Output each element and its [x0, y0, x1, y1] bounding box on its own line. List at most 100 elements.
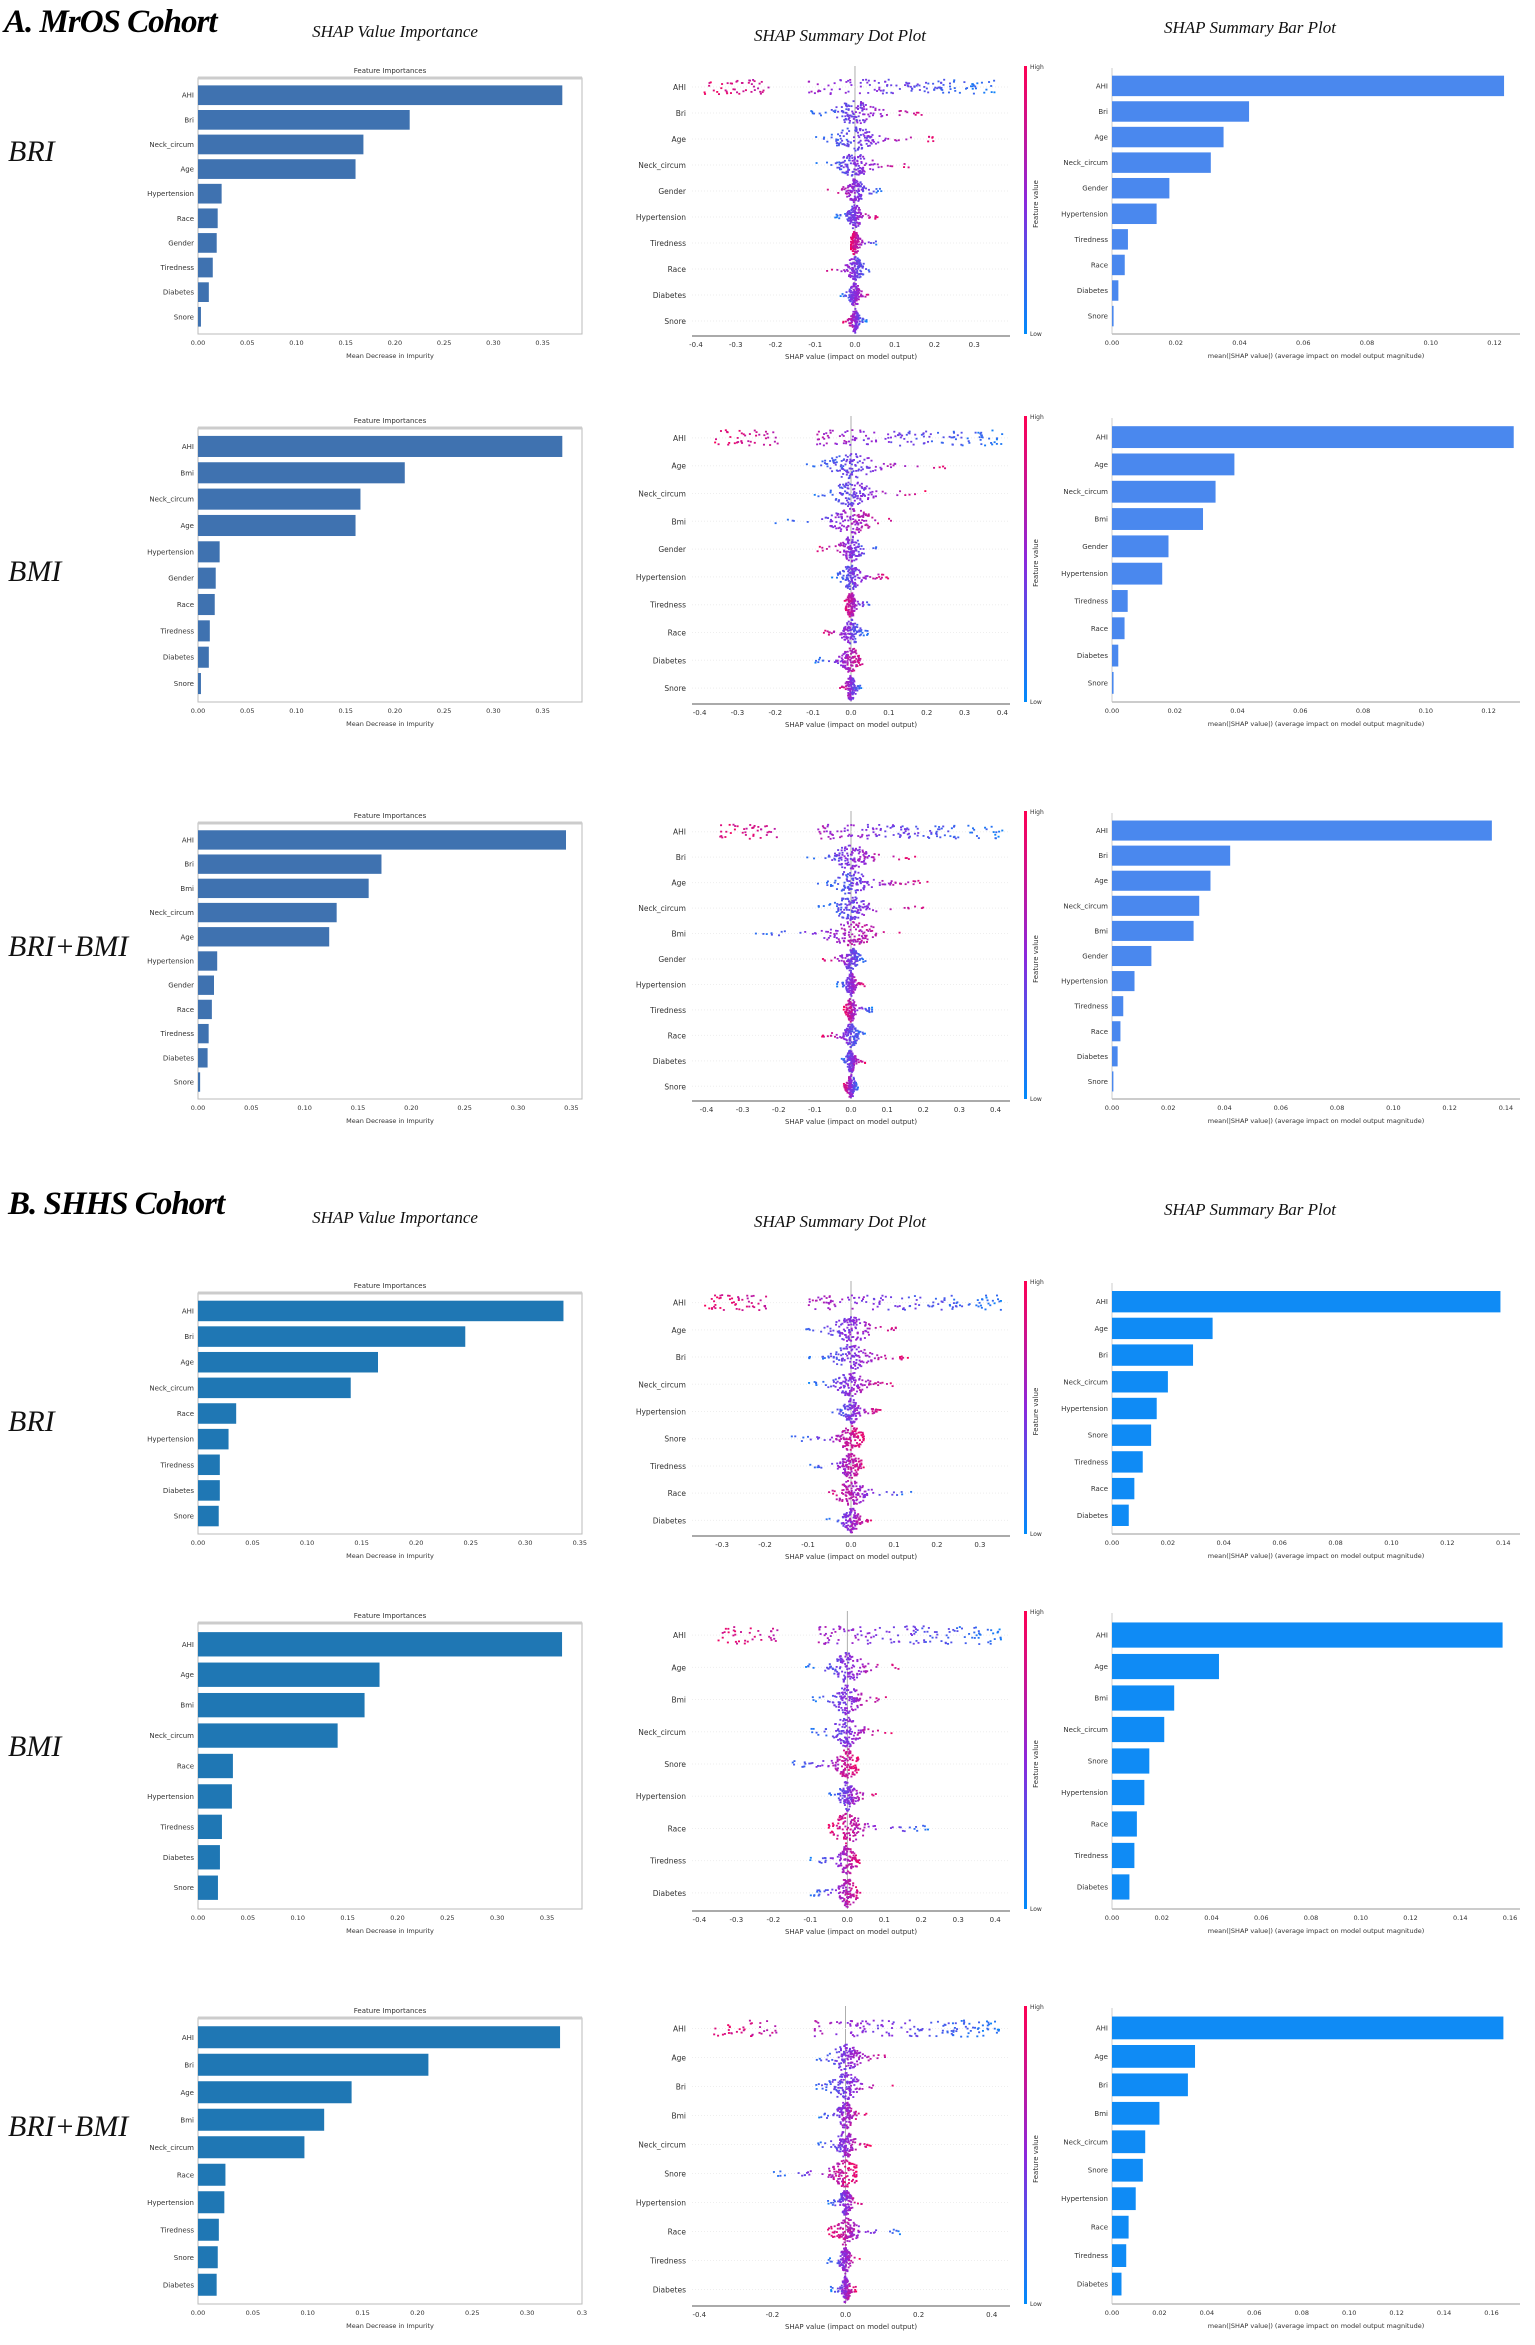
shap-dot [854, 979, 857, 981]
shap-dot [861, 1360, 864, 1363]
shap-dot [854, 1344, 857, 1347]
shap-dot [855, 127, 858, 130]
shap-dot [990, 442, 993, 444]
shap-dot [847, 835, 850, 837]
shap-dot [866, 81, 869, 84]
shap-dot [949, 82, 952, 85]
shap-dot [783, 930, 786, 933]
shap-dot [875, 546, 878, 549]
shap-dot [844, 497, 847, 499]
shap-dot [849, 219, 852, 221]
shap-dot [849, 1373, 852, 1376]
shap-dot [848, 1403, 851, 1406]
shap-dot [849, 81, 852, 84]
shap-dot [844, 857, 847, 860]
shap-dot [856, 665, 859, 667]
shap-dot [714, 441, 717, 444]
shap-dot [859, 1383, 862, 1386]
shap-dot [853, 147, 856, 150]
shap-dot [841, 1431, 844, 1433]
shap-dot [835, 1358, 838, 1360]
shap-dot [850, 297, 853, 300]
shap-dot [848, 460, 851, 463]
shap-dot [858, 273, 861, 276]
shap-dot [856, 1366, 859, 1369]
shap-dot [858, 906, 861, 909]
shap-dot [850, 1417, 853, 1420]
shap-dot [846, 186, 849, 189]
shap-dot [844, 270, 847, 273]
shap-dot [857, 298, 860, 301]
shap-dot [852, 527, 855, 530]
shap-dot [835, 905, 838, 908]
shap-dot [843, 886, 846, 889]
shap-dot [856, 289, 859, 292]
shap-dot [858, 288, 861, 291]
shap-dot [704, 93, 707, 95]
shap-dot [859, 155, 862, 158]
shap-dot [846, 862, 849, 865]
shap-dot [851, 247, 854, 250]
shap-dot [859, 181, 862, 184]
x-axis-label: mean(|SHAP value|) (average impact on mo… [1208, 720, 1424, 728]
shap-dot [844, 682, 847, 685]
shap-dot [840, 858, 843, 861]
shap-dot [898, 110, 901, 113]
shap-dot [838, 1440, 841, 1443]
shap-dot [846, 681, 849, 684]
shap-dot [979, 432, 982, 435]
shap-dot [855, 984, 858, 986]
shap-dot [849, 612, 852, 614]
shap-dot [856, 159, 859, 162]
shap-dot [848, 1026, 851, 1029]
x-tick-label: 0.10 [1424, 339, 1438, 347]
shap-dot [843, 1359, 846, 1361]
shap-dot [851, 554, 854, 557]
shap-dot [852, 246, 855, 248]
shap-dot [884, 137, 887, 140]
shap-dot [906, 111, 909, 114]
shap-dot [846, 654, 849, 657]
shap-dot [846, 455, 849, 458]
shap-dot [857, 317, 860, 320]
shap-dot [849, 887, 852, 890]
shap-dot [859, 1322, 862, 1325]
shap-dot [826, 825, 829, 828]
shap-dot [850, 1444, 853, 1446]
shap-dot [838, 544, 841, 546]
bar-bri [1112, 845, 1231, 866]
shap-dot [873, 858, 876, 861]
shap-dot [854, 629, 857, 632]
shap-dot [851, 535, 854, 538]
shap-dot [853, 181, 856, 184]
shap-dot [842, 186, 845, 188]
shap-dot [845, 138, 848, 141]
shap-dot [934, 86, 937, 89]
shap-dot [940, 1308, 943, 1311]
shap-dot [843, 549, 846, 552]
y-tick-label: Age [180, 1359, 194, 1367]
shap-dot [842, 111, 845, 114]
shap-dot [855, 316, 858, 319]
shap-dot [861, 1007, 864, 1010]
shap-dot [824, 1384, 827, 1387]
shap-dot [849, 183, 852, 186]
shap-dot [868, 525, 871, 528]
shap-dot [852, 1014, 855, 1016]
shap-dot [719, 1307, 722, 1309]
shap-dot [846, 981, 849, 984]
shap-dot [848, 1059, 851, 1061]
shap-dot [845, 1319, 848, 1322]
shap-dot [859, 154, 862, 156]
shap-dot [863, 886, 866, 889]
shap-dot [753, 80, 756, 83]
bar-hypertension [198, 1428, 229, 1450]
shap-dot [868, 217, 871, 219]
shap-dot [721, 83, 724, 85]
shap-dot [720, 830, 723, 833]
shap-dot [845, 482, 848, 485]
shap-dot [864, 905, 867, 908]
shap-dot [827, 1301, 830, 1304]
shap-dot [845, 598, 848, 601]
shap-dot [906, 1356, 909, 1359]
